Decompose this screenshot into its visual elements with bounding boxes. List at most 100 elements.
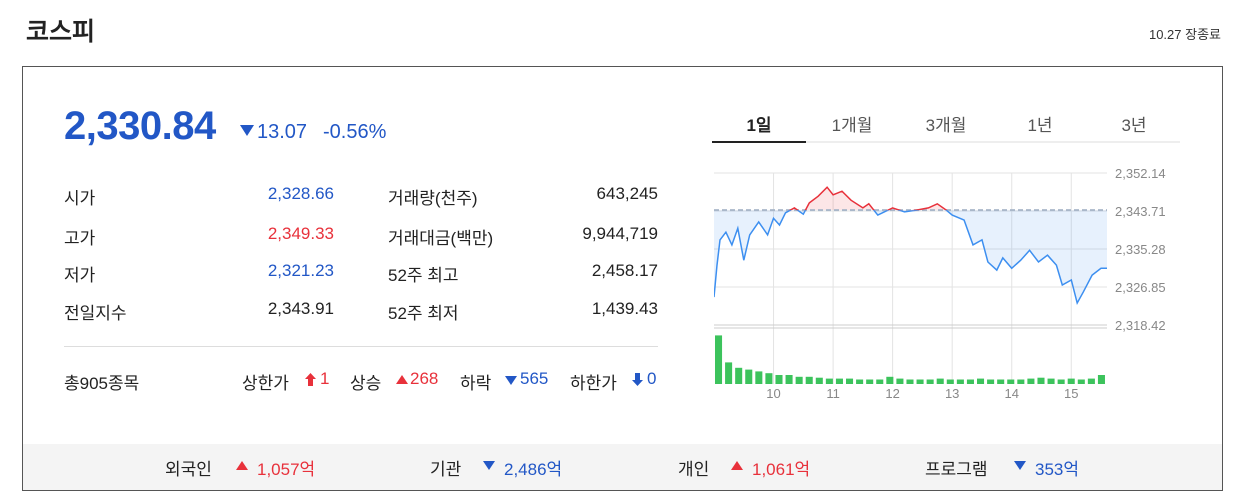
volume-bar	[735, 367, 743, 384]
area-down	[714, 210, 1107, 303]
volume-bar	[946, 379, 954, 384]
investor-value: 1,057억	[257, 460, 316, 479]
volume-bar	[1047, 378, 1055, 384]
volume-bar	[926, 379, 934, 384]
investor-band	[23, 444, 1222, 490]
x-tick-label: 12	[885, 386, 899, 401]
period-tab[interactable]: 3개월	[925, 116, 967, 135]
x-tick-label: 10	[766, 386, 780, 401]
stat-value: 2,349.33	[267, 224, 334, 243]
volume-bar	[785, 375, 793, 384]
breadth-label: 하한가	[570, 374, 617, 393]
breadth-value: 1	[320, 369, 330, 388]
index-title: 코스피	[26, 18, 96, 46]
up-arrow	[236, 461, 248, 470]
period-tab[interactable]: 1개월	[831, 116, 873, 135]
investor-value: 2,486억	[504, 460, 563, 479]
down-arrow	[483, 461, 495, 470]
down-arrow	[505, 376, 517, 385]
volume-bar	[886, 376, 894, 384]
price-line-up	[788, 186, 948, 211]
volume-bar	[715, 335, 723, 384]
volume-bar	[1027, 378, 1035, 384]
limit-up-arrow	[305, 373, 316, 386]
breadth-total: 총905종목	[64, 374, 140, 393]
up-arrow	[396, 375, 408, 384]
volume-bar	[987, 379, 995, 384]
volume-bar	[1017, 379, 1025, 384]
stat-label: 거래대금(백만)	[388, 229, 494, 248]
volume-bar	[825, 378, 833, 384]
stat-label: 거래량(천주)	[388, 189, 478, 208]
volume-bar	[866, 379, 874, 384]
stat-label: 52주 최고	[388, 266, 459, 285]
index-price: 2,330.84	[64, 104, 216, 148]
stat-value: 2,343.91	[267, 299, 334, 318]
x-tick-label: 13	[945, 386, 959, 401]
volume-bar	[916, 379, 924, 384]
divider	[64, 346, 658, 347]
volume-bar	[997, 379, 1005, 384]
breadth-label: 상한가	[242, 374, 289, 393]
volume-bar	[1067, 378, 1075, 384]
breadth-label: 하락	[460, 374, 492, 393]
period-tab[interactable]: 1년	[1027, 116, 1053, 135]
stat-label: 시가	[64, 189, 96, 208]
investor-label: 개인	[678, 460, 710, 479]
volume-bar	[1077, 379, 1085, 384]
investor-label: 프로그램	[925, 460, 988, 479]
volume-bar	[856, 379, 864, 384]
x-tick-label: 14	[1004, 386, 1018, 401]
volume-bar	[1097, 375, 1105, 384]
down-arrow	[240, 125, 254, 136]
stat-value: 2,328.66	[267, 184, 334, 203]
y-tick-label: 2,343.71	[1115, 204, 1166, 219]
volume-bar	[906, 379, 914, 384]
x-tick-label: 15	[1064, 386, 1078, 401]
volume-bar	[1007, 379, 1015, 384]
stat-label: 저가	[64, 266, 96, 285]
volume-bar	[765, 373, 773, 384]
volume-bar	[846, 378, 854, 384]
stat-value: 2,458.17	[591, 261, 658, 280]
investor-label: 외국인	[165, 460, 212, 479]
period-tab[interactable]: 3년	[1121, 116, 1147, 135]
volume-bar	[896, 378, 904, 384]
volume-bar	[1037, 377, 1045, 384]
volume-bar	[755, 371, 763, 384]
volume-bar	[977, 378, 985, 384]
y-tick-label: 2,326.85	[1115, 280, 1166, 295]
y-tick-label: 2,318.42	[1115, 318, 1166, 333]
limit-down-arrow	[632, 373, 643, 386]
breadth-label: 상승	[350, 374, 382, 393]
investor-label: 기관	[430, 460, 462, 479]
stat-value: 9,944,719	[582, 224, 658, 243]
stat-value: 1,439.43	[591, 299, 658, 318]
stat-label: 전일지수	[64, 304, 127, 323]
price-change: 13.07	[257, 121, 308, 143]
price-line	[714, 210, 1107, 306]
volume-bar	[775, 375, 783, 384]
breadth-value: 565	[520, 369, 549, 388]
y-tick-label: 2,352.14	[1115, 166, 1166, 181]
volume-bar	[835, 378, 843, 384]
panel	[22, 66, 1223, 491]
volume-bar	[815, 377, 823, 384]
volume-bar	[745, 369, 753, 384]
investor-value: 1,061억	[752, 460, 811, 479]
volume-bar	[956, 379, 964, 384]
price-change-rate: -0.56%	[323, 121, 387, 143]
breadth-value: 268	[410, 369, 439, 388]
volume-bar	[936, 378, 944, 384]
volume-bar	[1057, 379, 1065, 384]
up-arrow	[731, 461, 743, 470]
market-status: 10.27 장종료	[1148, 27, 1221, 42]
investor-value: 353억	[1035, 460, 1080, 479]
volume-bar	[725, 362, 733, 384]
period-tab[interactable]: 1일	[746, 116, 772, 135]
y-tick-label: 2,335.28	[1115, 242, 1166, 257]
down-arrow	[1014, 461, 1026, 470]
